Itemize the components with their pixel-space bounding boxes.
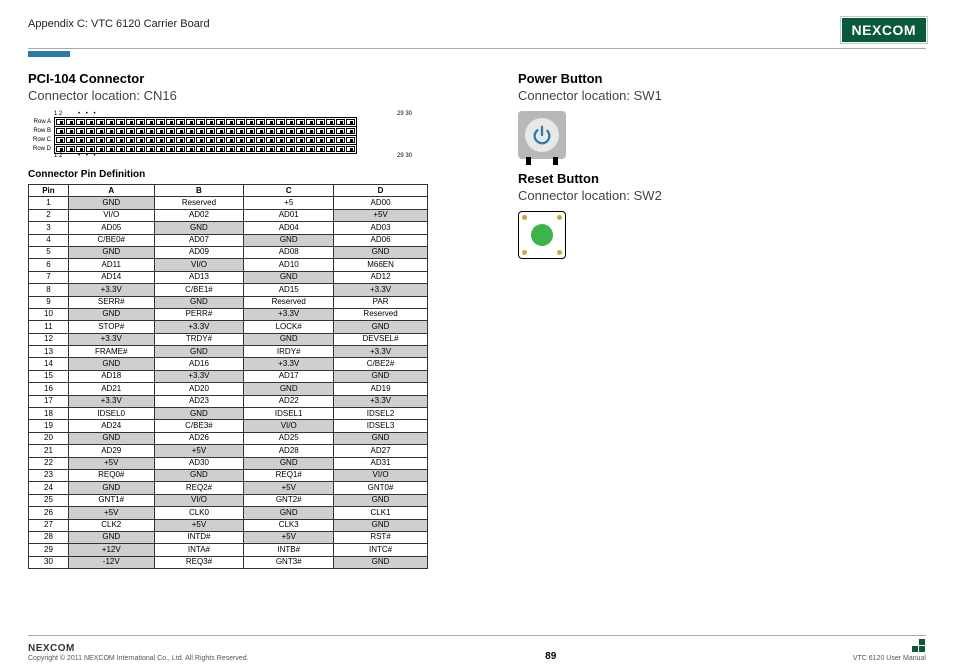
accent-bar bbox=[28, 51, 70, 57]
footer: NEXCOM Copyright © 2011 NEXCOM Internati… bbox=[28, 635, 926, 662]
table-row: 12+3.3VTRDY#GNDDEVSEL# bbox=[29, 333, 428, 345]
pin-def-heading: Connector Pin Definition bbox=[28, 169, 478, 180]
pin-label-end-top: 29 30 bbox=[382, 111, 412, 117]
appendix-title: Appendix C: VTC 6120 Carrier Board bbox=[28, 18, 210, 30]
row-label: Row D bbox=[32, 146, 54, 152]
logo-top: NEXCOM bbox=[842, 18, 926, 42]
table-row: 28GNDINTD#+5VRST# bbox=[29, 531, 428, 543]
table-row: 27CLK2+5VCLK3GND bbox=[29, 519, 428, 531]
table-row: 20GNDAD26AD25GND bbox=[29, 432, 428, 444]
table-row: 24GNDREQ2#+5VGNT0# bbox=[29, 482, 428, 494]
table-row: 7AD14AD13GNDAD12 bbox=[29, 271, 428, 283]
table-row: 3AD05GNDAD04AD03 bbox=[29, 222, 428, 234]
reset-dot-icon bbox=[531, 224, 553, 246]
table-header: D bbox=[334, 185, 428, 197]
reset-sub: Connector location: SW2 bbox=[518, 188, 918, 203]
manual-name: VTC 6120 User Manual bbox=[853, 655, 926, 662]
copyright: Copyright © 2011 NEXCOM International Co… bbox=[28, 655, 249, 662]
table-row: 10GNDPERR#+3.3VReserved bbox=[29, 308, 428, 320]
table-row: 14GNDAD16+3.3VC/BE2# bbox=[29, 358, 428, 370]
table-row: 23REQ0#GNDREQ1#VI/O bbox=[29, 469, 428, 481]
pci-title: PCI-104 Connector bbox=[28, 71, 478, 86]
row-label: Row A bbox=[32, 119, 54, 125]
table-row: 6AD11VI/OAD10M66EN bbox=[29, 259, 428, 271]
table-header: C bbox=[244, 185, 334, 197]
corner-deco-icon bbox=[912, 639, 926, 653]
table-row: 13FRAME#GNDIRDY#+3.3V bbox=[29, 346, 428, 358]
table-row: 19AD24C/BE3#VI/OIDSEL3 bbox=[29, 420, 428, 432]
table-row: 17+3.3VAD23AD22+3.3V bbox=[29, 395, 428, 407]
table-header: Pin bbox=[29, 185, 69, 197]
reset-button-diagram bbox=[518, 211, 566, 259]
pin-table: PinABCD 1GNDReserved+5AD002VI/OAD02AD01+… bbox=[28, 184, 428, 569]
power-title: Power Button bbox=[518, 71, 918, 86]
logo-text: NEXCOM bbox=[852, 22, 916, 38]
table-row: 30-12VREQ3#GNT3#GND bbox=[29, 556, 428, 568]
reset-title: Reset Button bbox=[518, 171, 918, 186]
table-row: 4C/BE0#AD07GNDAD06 bbox=[29, 234, 428, 246]
pin-dots-bot: • • • bbox=[78, 153, 382, 159]
table-row: 2VI/OAD02AD01+5V bbox=[29, 209, 428, 221]
table-row: 9SERR#GNDReservedPAR bbox=[29, 296, 428, 308]
footer-logo: NEXCOM bbox=[28, 643, 249, 654]
pin-label-end-bot: 29 30 bbox=[382, 153, 412, 159]
table-row: 18IDSEL0GNDIDSEL1IDSEL2 bbox=[29, 408, 428, 420]
table-row: 21AD29+5VAD28AD27 bbox=[29, 445, 428, 457]
table-row: 5GNDAD09AD08GND bbox=[29, 246, 428, 258]
pci-sub: Connector location: CN16 bbox=[28, 88, 478, 103]
table-header: B bbox=[154, 185, 244, 197]
power-sub: Connector location: SW1 bbox=[518, 88, 918, 103]
row-label: Row C bbox=[32, 137, 54, 143]
table-row: 15AD18+3.3VAD17GND bbox=[29, 370, 428, 382]
power-button-diagram bbox=[518, 111, 566, 159]
table-row: 8+3.3VC/BE1#AD15+3.3V bbox=[29, 284, 428, 296]
power-icon bbox=[531, 124, 553, 146]
table-row: 25GNT1#VI/OGNT2#GND bbox=[29, 494, 428, 506]
table-row: 22+5VAD30GNDAD31 bbox=[29, 457, 428, 469]
page-number: 89 bbox=[545, 651, 556, 662]
table-header: A bbox=[68, 185, 154, 197]
connector-diagram: 1 2 • • • 29 30 Row ARow BRow CRow D 1 2… bbox=[32, 111, 412, 159]
row-label: Row B bbox=[32, 128, 54, 134]
table-row: 26+5VCLK0GNDCLK1 bbox=[29, 507, 428, 519]
table-row: 1GNDReserved+5AD00 bbox=[29, 197, 428, 209]
header-divider bbox=[28, 48, 926, 49]
table-row: 29+12VINTA#INTB#INTC# bbox=[29, 544, 428, 556]
table-row: 16AD21AD20GNDAD19 bbox=[29, 383, 428, 395]
pin-label-start-bot: 1 2 bbox=[54, 153, 78, 159]
connector-row: Row D bbox=[32, 144, 412, 153]
table-row: 11STOP#+3.3VLOCK#GND bbox=[29, 321, 428, 333]
